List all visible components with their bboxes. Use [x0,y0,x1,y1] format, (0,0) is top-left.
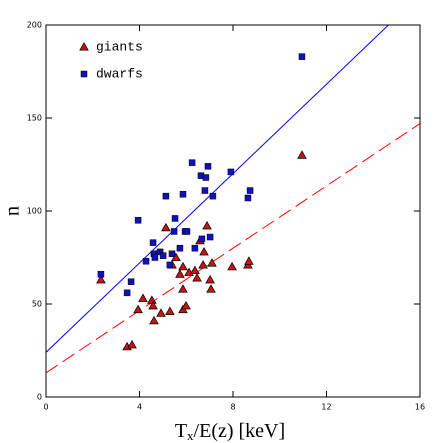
y-tick-label: 0 [37,393,42,402]
marker-triangle [190,265,200,275]
marker-square [183,228,191,235]
marker-triangle [175,269,185,278]
marker-square [134,217,142,224]
marker-square [204,163,212,170]
marker-square [244,194,252,202]
marker-triangle [199,247,209,256]
marker-square [209,192,217,200]
marker-square [176,244,184,252]
marker-square [142,257,150,265]
marker-square [198,235,206,243]
marker-square [97,270,105,278]
marker-triangle [138,293,148,302]
marker-square [149,239,157,246]
marker-square [159,252,167,259]
marker-triangle [96,274,106,284]
marker-square [127,278,135,285]
marker-triangle [192,273,202,282]
x-tick-label: 0 [43,403,48,412]
marker-square [170,228,178,235]
marker-square [227,168,235,176]
marker-triangle [148,300,158,310]
marker-square [188,159,196,166]
marker-triangle [202,220,212,230]
marker-triangle [165,306,175,315]
y-tick-label: 200 [27,21,42,30]
marker-triangle [133,304,143,314]
x-tick-label: 16 [415,403,425,412]
marker-square [168,250,176,258]
y-axis-label: n [2,206,24,216]
x-tick-label: 8 [230,403,235,412]
marker-square [206,233,214,241]
marker-triangle [207,258,217,267]
marker-square [166,261,174,269]
marker-square [298,53,306,60]
marker-triangle [149,315,159,325]
marker-triangle [244,256,254,265]
marker-triangle [127,340,137,349]
plot-frame [45,24,421,398]
marker-square [201,187,209,194]
legend-label: giants [96,39,143,54]
marker-triangle [156,308,166,317]
marker-triangle [178,284,188,293]
x-tick-label: 12 [321,403,331,412]
x-tick-label: 4 [137,403,142,412]
legend-label: dwarfs [96,66,143,81]
x-axis-label: Tx/E(z) [keV] [175,420,285,443]
marker-triangle [297,150,307,159]
fit-line [46,25,389,353]
y-tick-label: 150 [27,114,42,123]
marker-square [191,244,199,252]
marker-square [171,215,179,222]
marker-triangle [206,284,216,293]
y-tick-label: 100 [27,207,42,216]
marker-triangle [181,300,191,310]
marker-triangle [205,274,215,284]
marker-triangle [198,260,208,269]
marker-square [162,192,170,200]
y-tick-label: 50 [32,300,42,309]
marker-square [123,289,131,297]
legend-marker [79,42,89,51]
marker-square [202,174,210,181]
marker-triangle [227,261,237,271]
marker-triangle [178,261,188,271]
marker-triangle [161,222,171,232]
marker-square [246,187,254,194]
marker-square [151,254,159,261]
fit-line [46,123,420,374]
marker-square [179,191,187,198]
legend-marker [80,70,88,78]
